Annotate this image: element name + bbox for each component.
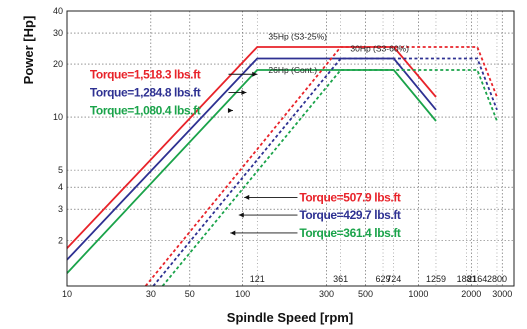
y-tick-label: 4 [58,182,63,192]
y-tick-label: 3 [58,204,63,214]
grid [67,11,514,286]
torque-label: Torque=1,518.3 lbs.ft [90,67,201,81]
speed-marker-label: 1881 [457,274,477,284]
y-tick-label: 5 [58,165,63,175]
speed-marker-label: 2800 [487,274,507,284]
series-lines [66,46,498,287]
x-tick-label: 500 [358,289,373,299]
plot-frame [66,10,515,287]
series-line-blue-dashed [152,57,498,287]
power-rating-label: 30Hp (S3-60%) [350,44,409,54]
x-axis-title: Spindle Speed [rpm] [227,310,353,325]
series-line-blue-solid [66,57,437,261]
power-rating-label: 26Hp (Cont.) [268,65,317,75]
speed-marker-label: 2164 [467,274,487,284]
y-tick-label: 2 [58,235,63,245]
arrow-head [252,71,258,77]
x-tick-label: 2000 [461,289,481,299]
arrow-head [230,230,236,236]
speed-marker-label: 724 [386,274,401,284]
torque-label: Torque=361.4 lbs.ft [299,226,401,240]
series-line-red-dashed [144,46,498,287]
x-tick-label: 3000 [492,289,512,299]
torque-label: Torque=1,284.8 lbs.ft [90,85,201,99]
speed-marker-label: 361 [333,274,348,284]
arrow-head [244,194,250,200]
torque-label: Torque=429.7 lbs.ft [299,208,401,222]
x-tick-label: 1000 [408,289,428,299]
annotation-arrows [227,71,298,236]
series-line-red-solid [66,46,437,249]
y-tick-label: 40 [53,6,63,16]
arrow-head [227,107,233,113]
x-tick-label: 300 [319,289,334,299]
x-tick-label: 50 [185,289,195,299]
y-tick-label: 30 [53,28,63,38]
speed-marker-label: 1259 [426,274,446,284]
series-line-green-solid [66,69,437,274]
power-rating-label: 35Hp (S3-25%) [268,32,327,42]
x-tick-label: 30 [146,289,156,299]
torque-label: Torque=507.9 lbs.ft [299,190,401,204]
x-tick-label: 100 [235,289,250,299]
y-axis-title: Power [Hp] [21,16,36,85]
y-tick-label: 20 [53,59,63,69]
arrow-head [241,89,247,95]
speed-marker-label: 629 [376,274,391,284]
y-tick-label: 10 [53,112,63,122]
x-tick-label: 10 [62,289,72,299]
speed-marker-label: 121 [250,274,265,284]
arrow-head [238,212,244,218]
torque-label: Torque=1,080.4 lbs.ft [90,103,201,117]
annotation-labels: 35Hp (S3-25%) 30Hp (S3-60%) 26Hp (Cont.) To… [90,32,409,240]
axis-ticks: 10 30 50 100 300 500 1000 2000 3000 2 3 4 5 10 20 30 40 1… [53,6,512,299]
series-line-green-dashed [161,69,498,287]
